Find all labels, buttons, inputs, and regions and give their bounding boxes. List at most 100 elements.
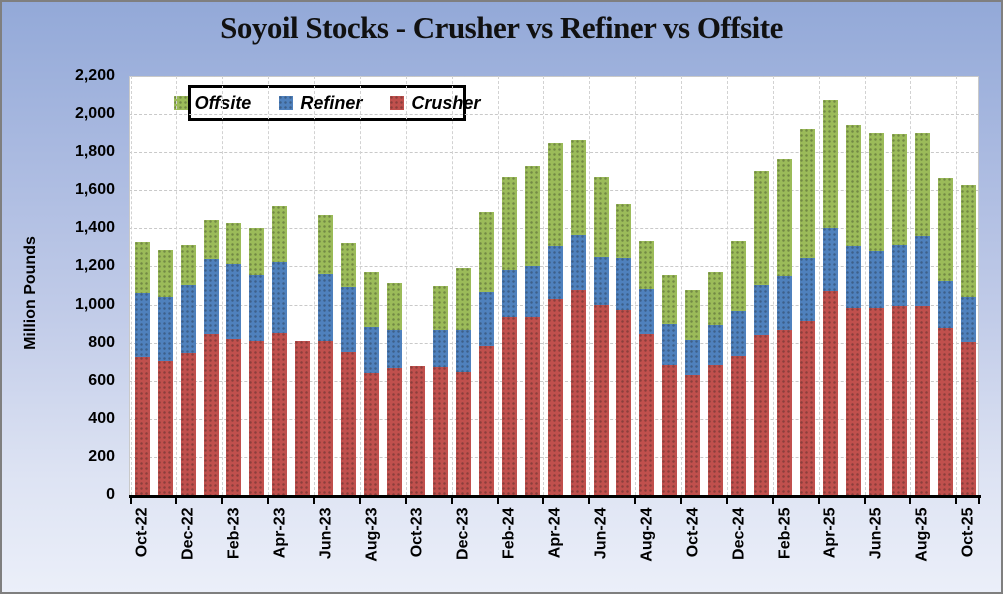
legend-item-offsite: Offsite	[173, 93, 251, 114]
y-axis-tick-label: 1,800	[74, 143, 115, 161]
bar-segment-refiner	[364, 327, 380, 374]
x-gridline	[818, 76, 820, 495]
bar-segment-offsite	[845, 124, 861, 247]
bar-segment-refiner	[134, 293, 150, 357]
bar-segment-refiner	[799, 257, 815, 321]
x-axis-tick	[404, 495, 407, 504]
x-axis-tick	[771, 495, 774, 504]
bar-segment-offsite	[547, 142, 563, 246]
bar-segment-refiner	[180, 284, 196, 354]
x-axis-line	[129, 495, 981, 498]
x-axis-tick	[496, 495, 499, 504]
bar-segment-offsite	[777, 158, 793, 276]
bar-segment-offsite	[501, 176, 517, 271]
x-gridline	[726, 76, 728, 495]
x-gridline	[451, 76, 453, 495]
bar-segment-refiner	[547, 245, 563, 299]
bar-segment-crusher	[639, 334, 655, 495]
bar-segment-crusher	[914, 306, 930, 495]
x-axis-tick	[175, 495, 178, 504]
x-axis-tick	[267, 495, 270, 504]
bar-segment-offsite	[937, 177, 953, 281]
y-axis-tick-label: 0	[106, 486, 115, 503]
bar-segment-crusher	[822, 291, 838, 495]
bar-segment-offsite	[731, 240, 747, 312]
x-axis-tick-label: Aug-23	[363, 507, 381, 562]
y-axis-tick-label: 2,200	[74, 67, 115, 84]
x-gridline	[910, 76, 912, 495]
x-axis-tick-label: Oct-22	[133, 507, 151, 558]
bar-segment-offsite	[157, 250, 173, 297]
bar-segment-offsite	[593, 176, 609, 257]
x-axis-tick-label: Apr-25	[821, 507, 839, 559]
bar-segment-offsite	[639, 240, 655, 290]
x-gridline	[772, 76, 774, 495]
bar-segment-crusher	[799, 320, 815, 495]
bar-segment-offsite	[822, 99, 838, 229]
bar-segment-refiner	[524, 266, 540, 317]
x-axis-tick	[129, 495, 132, 504]
bar-segment-crusher	[731, 355, 747, 495]
y-axis-tick-label: 1,000	[74, 295, 115, 313]
x-gridline	[222, 76, 224, 495]
y-axis-tick-label: 1,200	[74, 257, 115, 275]
x-axis-tick	[313, 495, 316, 504]
x-axis-tick	[588, 495, 591, 504]
bar-segment-offsite	[180, 244, 196, 285]
y-gridline	[129, 114, 979, 116]
y-axis-tick-label: 2,000	[74, 105, 115, 123]
x-axis-tick-label: Dec-24	[730, 507, 748, 560]
x-axis-tick-label: Dec-23	[454, 507, 472, 560]
bar-segment-offsite	[341, 242, 357, 288]
y-axis-tick-label: 800	[88, 333, 115, 351]
legend-label: Refiner	[300, 92, 363, 113]
bar-segment-crusher	[685, 375, 701, 495]
legend-swatch-icon	[279, 96, 294, 110]
bar-segment-crusher	[593, 305, 609, 495]
legend-item-refiner: Refiner	[279, 93, 362, 114]
bar-segment-refiner	[822, 228, 838, 292]
x-gridline	[359, 76, 361, 495]
y-axis-tick-label: 200	[88, 447, 115, 465]
bar-segment-offsite	[960, 184, 976, 297]
bar-segment-refiner	[249, 275, 265, 341]
bar-segment-crusher	[524, 316, 540, 495]
x-gridline	[635, 76, 637, 495]
y-axis-title: Million Pounds	[22, 236, 39, 350]
x-gridline	[681, 76, 683, 495]
bar-segment-refiner	[754, 284, 770, 336]
x-axis-tick	[863, 495, 866, 504]
x-gridline	[589, 76, 591, 495]
bar-segment-refiner	[845, 246, 861, 309]
bar-segment-refiner	[341, 287, 357, 353]
bar-segment-crusher	[501, 316, 517, 495]
y-axis-tick-label: 1,400	[74, 219, 115, 237]
x-axis-tick-label: Feb-24	[500, 507, 518, 560]
chart-title: Soyoil Stocks - Crusher vs Refiner vs Of…	[220, 10, 783, 45]
legend-item-crusher: Crusher	[390, 93, 480, 114]
x-axis-tick-label: Jun-25	[867, 507, 885, 560]
bar-segment-offsite	[318, 215, 334, 275]
bar-segment-refiner	[478, 292, 494, 347]
x-gridline	[314, 76, 316, 495]
bar-segment-refiner	[960, 296, 976, 342]
bar-segment-refiner	[501, 270, 517, 317]
bar-segment-refiner	[914, 235, 930, 307]
bar-segment-crusher	[570, 290, 586, 495]
bar-segment-refiner	[272, 261, 288, 334]
bar-segment-crusher	[708, 364, 724, 495]
bar-segment-refiner	[455, 330, 471, 373]
x-axis-tick	[978, 495, 980, 504]
bar-segment-crusher	[455, 372, 471, 495]
x-gridline	[864, 76, 866, 495]
bar-segment-offsite	[478, 212, 494, 293]
x-gridline	[130, 76, 132, 495]
x-axis-tick	[450, 495, 453, 504]
bar-segment-offsite	[685, 290, 701, 340]
bar-segment-crusher	[432, 367, 448, 495]
x-axis-tick	[725, 495, 728, 504]
x-axis-tick-label: Dec-22	[179, 507, 197, 560]
x-axis-tick-label: Feb-23	[225, 507, 243, 560]
bar-segment-crusher	[960, 341, 976, 495]
